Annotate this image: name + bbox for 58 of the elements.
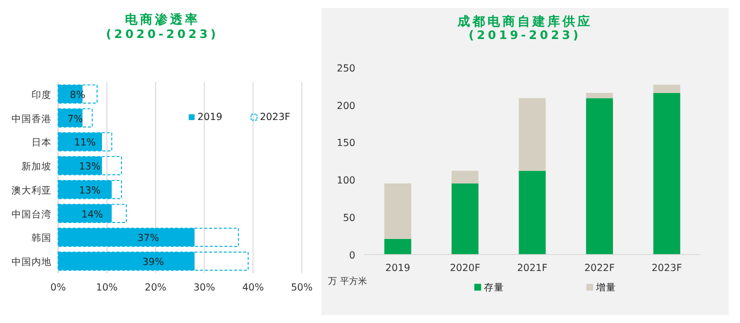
y-tick-label: 新加坡 [21, 160, 52, 173]
data-label: 11% [74, 138, 96, 149]
y-tick-label: 中国香港 [11, 112, 52, 125]
y-tick-label: 250 [336, 63, 356, 74]
data-label: 13% [78, 162, 101, 173]
x-tick-label: 10% [96, 282, 118, 294]
y-tick-label: 澳大利亚 [11, 184, 52, 196]
x-tick-label: 0% [50, 282, 66, 294]
legend-label: 2023F [260, 112, 291, 124]
bar [58, 132, 112, 152]
legend-label: 2019 [197, 112, 222, 124]
chart-subtitle: (2019-2023) [468, 28, 582, 42]
x-tick-label: 30% [193, 282, 216, 294]
x-tick-label: 2019 [385, 263, 410, 274]
bar [518, 170, 546, 255]
bar [452, 170, 478, 184]
x-tick-label: 40% [242, 282, 264, 294]
bar [653, 92, 680, 255]
x-tick-label: 2022F [584, 263, 616, 274]
bar [384, 183, 412, 239]
bar [384, 238, 412, 255]
bar [518, 98, 546, 171]
bar [58, 252, 249, 271]
y-tick-label: 100 [336, 176, 356, 187]
y-axis-title: 万 平方米 [328, 276, 367, 287]
y-tick-label: 中国内地 [11, 256, 52, 268]
bar [58, 180, 122, 200]
y-tick-label: 50 [342, 213, 356, 224]
y-tick-label: 150 [336, 138, 356, 150]
y-tick-label: 中国台湾 [11, 208, 52, 220]
bar [58, 108, 93, 128]
y-tick-label: 印度 [31, 88, 52, 101]
x-tick-label: 50% [290, 282, 313, 294]
data-label: 37% [137, 233, 160, 244]
bar [58, 228, 239, 247]
x-tick-label: 20% [144, 282, 166, 294]
bar [586, 92, 613, 98]
chart-subtitle: (2020-2023) [106, 27, 219, 42]
data-label: 14% [81, 209, 104, 220]
bar [653, 84, 680, 93]
data-label: 7% [67, 114, 83, 125]
y-tick-label: 200 [336, 100, 356, 112]
data-label: 13% [78, 185, 101, 196]
data-label: 39% [142, 257, 164, 268]
bar [452, 183, 478, 255]
y-tick-label: 韩国 [31, 232, 52, 244]
legend-label: 存量 [484, 282, 504, 294]
x-tick-label: 2020F [450, 263, 481, 274]
y-tick-label: 日本 [31, 136, 52, 149]
bar [58, 156, 122, 176]
bar [58, 204, 127, 223]
chart-title: 电商渗透率 [125, 12, 200, 27]
y-tick-label: 0 [349, 250, 356, 262]
chart-title: 成都电商自建库供应 [456, 14, 592, 29]
legend-label: 增量 [595, 282, 616, 294]
bar [586, 98, 613, 255]
x-tick-label: 2023F [652, 263, 682, 274]
x-tick-label: 2021F [517, 263, 548, 274]
